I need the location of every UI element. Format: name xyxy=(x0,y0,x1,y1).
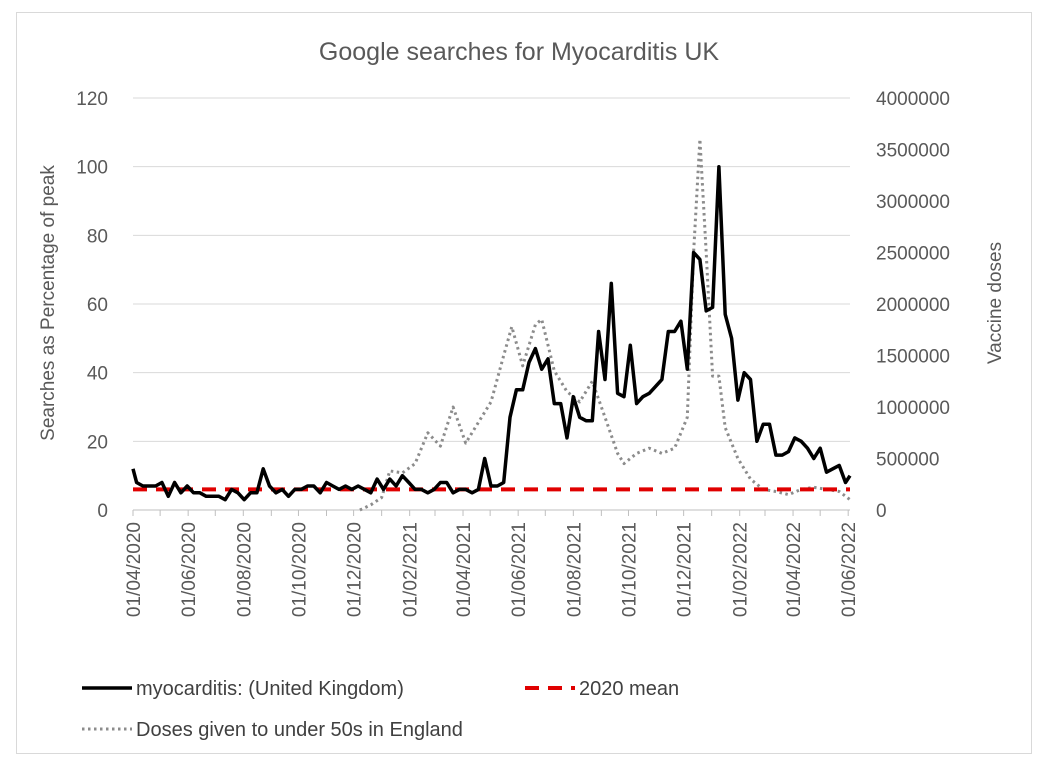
gridlines xyxy=(133,97,850,511)
y-tick-label: 60 xyxy=(87,295,108,316)
series-line-2 xyxy=(359,137,851,512)
y-tick-label: 120 xyxy=(76,89,108,110)
x-tick-label: 01/04/2021 xyxy=(454,522,475,617)
x-axis-ticks: 01/04/2020 01/06/2020 01/08/2020 01/10/2020… xyxy=(124,509,860,617)
y2-tick-label: 500000 xyxy=(876,450,939,471)
y2-tick-label: 4000000 xyxy=(876,89,950,110)
legend-label: myocarditis: (United Kingdom) xyxy=(136,678,404,700)
x-tick-label: 01/06/2021 xyxy=(509,522,530,617)
x-tick-label: 01/02/2022 xyxy=(731,522,752,617)
x-tick-label: 01/04/2020 xyxy=(124,522,145,617)
y2-tick-label: 1000000 xyxy=(876,398,950,419)
x-tick-label: 01/08/2021 xyxy=(564,522,585,617)
y2-tick-label: 2000000 xyxy=(876,295,950,316)
x-tick-label: 01/12/2021 xyxy=(675,522,696,617)
x-tick-label: 01/04/2022 xyxy=(784,522,805,617)
y-tick-label: 80 xyxy=(87,226,108,247)
y2-tick-label: 3500000 xyxy=(876,141,950,162)
legend-label: Doses given to under 50s in England xyxy=(136,719,463,741)
x-tick-label: 01/12/2020 xyxy=(345,522,366,617)
y2-tick-label: 0 xyxy=(876,501,887,522)
y2-tick-label: 1500000 xyxy=(876,347,950,368)
y-tick-label: 20 xyxy=(87,432,108,453)
series-layer xyxy=(131,137,852,512)
series-line-0 xyxy=(131,164,852,502)
y-tick-label: 40 xyxy=(87,364,108,385)
x-tick-label: 01/06/2020 xyxy=(179,522,200,617)
left-axis-title: Searches as Percentage of peak xyxy=(38,165,59,441)
x-tick-label: 01/10/2020 xyxy=(289,522,310,617)
y2-tick-label: 3000000 xyxy=(876,192,950,213)
y2-tick-label: 2500000 xyxy=(876,244,950,265)
y-tick-label: 100 xyxy=(76,158,108,179)
legend-label: 2020 mean xyxy=(579,678,679,700)
y-tick-label: 0 xyxy=(97,501,108,522)
chart-title: Google searches for Myocarditis UK xyxy=(319,38,719,66)
right-axis-ticks: 0 500000 1000000 1500000 2000000 2500000 30000… xyxy=(876,89,950,522)
x-tick-label: 01/02/2021 xyxy=(401,522,422,617)
left-axis-ticks: 0 20 40 60 80 100 120 xyxy=(76,89,108,522)
x-tick-label: 01/08/2020 xyxy=(234,522,255,617)
legend: myocarditis: (United Kingdom) 2020 mean Do… xyxy=(82,678,679,741)
x-tick-label: 01/10/2021 xyxy=(619,522,640,617)
x-tick-label: 01/06/2022 xyxy=(839,522,860,617)
right-axis-title: Vaccine doses xyxy=(985,242,1006,364)
